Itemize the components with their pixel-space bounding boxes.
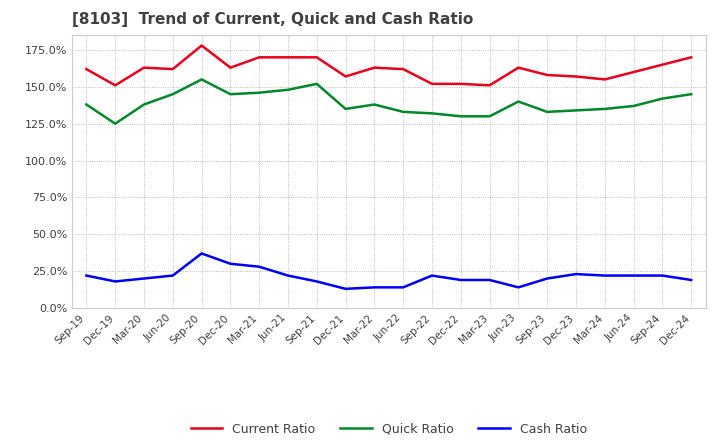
Current Ratio <box>687 55 696 60</box>
Current Ratio <box>255 55 264 60</box>
Quick Ratio <box>312 81 321 87</box>
Quick Ratio <box>140 102 148 107</box>
Line: Cash Ratio: Cash Ratio <box>86 253 691 289</box>
Quick Ratio <box>543 109 552 114</box>
Current Ratio <box>312 55 321 60</box>
Current Ratio <box>572 74 580 79</box>
Current Ratio <box>341 74 350 79</box>
Quick Ratio <box>82 102 91 107</box>
Cash Ratio <box>312 279 321 284</box>
Current Ratio <box>140 65 148 70</box>
Quick Ratio <box>456 114 465 119</box>
Cash Ratio <box>168 273 177 278</box>
Cash Ratio <box>341 286 350 291</box>
Cash Ratio <box>197 251 206 256</box>
Quick Ratio <box>428 111 436 116</box>
Cash Ratio <box>284 273 292 278</box>
Quick Ratio <box>341 106 350 112</box>
Quick Ratio <box>111 121 120 126</box>
Cash Ratio <box>600 273 609 278</box>
Line: Current Ratio: Current Ratio <box>86 45 691 85</box>
Cash Ratio <box>370 285 379 290</box>
Quick Ratio <box>284 87 292 92</box>
Cash Ratio <box>226 261 235 266</box>
Current Ratio <box>543 72 552 77</box>
Quick Ratio <box>600 106 609 112</box>
Current Ratio <box>600 77 609 82</box>
Cash Ratio <box>629 273 638 278</box>
Current Ratio <box>428 81 436 87</box>
Current Ratio <box>284 55 292 60</box>
Quick Ratio <box>658 96 667 101</box>
Text: [8103]  Trend of Current, Quick and Cash Ratio: [8103] Trend of Current, Quick and Cash … <box>72 12 473 27</box>
Current Ratio <box>197 43 206 48</box>
Quick Ratio <box>255 90 264 95</box>
Current Ratio <box>226 65 235 70</box>
Cash Ratio <box>111 279 120 284</box>
Line: Quick Ratio: Quick Ratio <box>86 80 691 124</box>
Current Ratio <box>168 66 177 72</box>
Cash Ratio <box>456 277 465 282</box>
Cash Ratio <box>255 264 264 269</box>
Cash Ratio <box>543 276 552 281</box>
Quick Ratio <box>168 92 177 97</box>
Current Ratio <box>658 62 667 67</box>
Cash Ratio <box>687 277 696 282</box>
Quick Ratio <box>226 92 235 97</box>
Current Ratio <box>485 83 494 88</box>
Quick Ratio <box>197 77 206 82</box>
Current Ratio <box>82 66 91 72</box>
Cash Ratio <box>572 271 580 277</box>
Current Ratio <box>399 66 408 72</box>
Cash Ratio <box>485 277 494 282</box>
Current Ratio <box>370 65 379 70</box>
Quick Ratio <box>514 99 523 104</box>
Current Ratio <box>514 65 523 70</box>
Cash Ratio <box>428 273 436 278</box>
Cash Ratio <box>514 285 523 290</box>
Current Ratio <box>111 83 120 88</box>
Cash Ratio <box>658 273 667 278</box>
Legend: Current Ratio, Quick Ratio, Cash Ratio: Current Ratio, Quick Ratio, Cash Ratio <box>186 418 592 440</box>
Cash Ratio <box>399 285 408 290</box>
Cash Ratio <box>140 276 148 281</box>
Quick Ratio <box>399 109 408 114</box>
Quick Ratio <box>572 108 580 113</box>
Current Ratio <box>456 81 465 87</box>
Quick Ratio <box>687 92 696 97</box>
Current Ratio <box>629 70 638 75</box>
Quick Ratio <box>629 103 638 109</box>
Quick Ratio <box>370 102 379 107</box>
Quick Ratio <box>485 114 494 119</box>
Cash Ratio <box>82 273 91 278</box>
